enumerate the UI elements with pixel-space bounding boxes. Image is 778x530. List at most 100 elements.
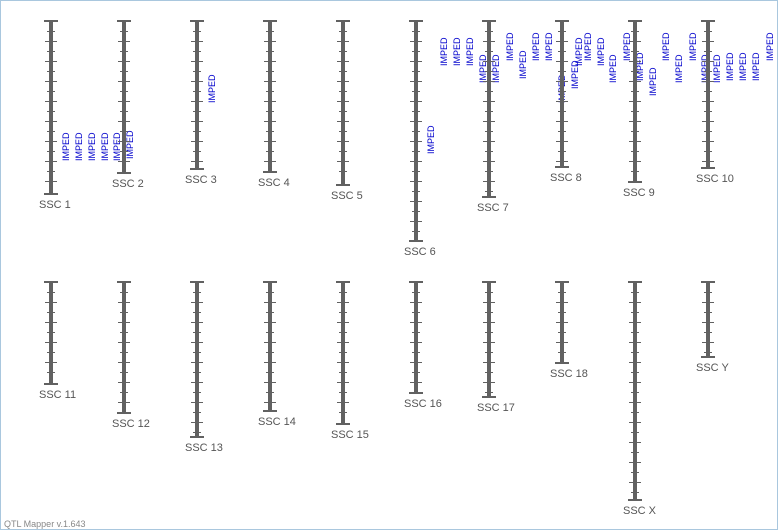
qtl-label[interactable]: IMPED (426, 125, 436, 154)
chromosome-ssc13[interactable]: SSC 13 (185, 281, 223, 454)
qtl-label[interactable]: IMPED (688, 32, 698, 61)
chromosome-ssc18[interactable]: SSC 18 (550, 281, 588, 380)
qtl-label[interactable]: IMPED (700, 54, 710, 83)
qtl-label[interactable]: IMPED (765, 32, 775, 61)
qtl-label[interactable]: IMPED (491, 54, 501, 83)
chromosome-ssc17[interactable]: SSC 17 (477, 281, 515, 414)
qtl-label[interactable]: IMPED (544, 32, 554, 61)
chromosome-bar[interactable] (487, 21, 491, 197)
chromosome-bar[interactable] (122, 21, 126, 173)
chromosome-name: SSC 3 (185, 174, 217, 186)
chromosome-top-cap (701, 20, 715, 22)
chromosome-top-cap (44, 281, 58, 283)
chromosome-bar[interactable] (706, 282, 710, 357)
chromosome-top-cap (336, 281, 350, 283)
chromosome-ssc10[interactable]: SSC 10IMPEDIMPEDIMPEDIMPEDIMPEDIMPEDIMPE… (696, 20, 777, 185)
qtl-label[interactable]: IMPED (100, 132, 110, 161)
chromosome-name: SSC 16 (404, 398, 442, 410)
chromosome-top-cap (628, 281, 642, 283)
chromosome-bottom-cap (701, 356, 715, 358)
chromosome-name: SSC 13 (185, 442, 223, 454)
chromosome-ssc11[interactable]: SSC 11 (39, 281, 76, 401)
chromosome-ssc2[interactable]: SSC 2 (112, 20, 144, 190)
chromosome-top-cap (117, 20, 131, 22)
qtl-label[interactable]: IMPED (648, 67, 658, 96)
chromosome-bar[interactable] (49, 21, 53, 194)
chromosome-bottom-cap (628, 499, 642, 501)
qtl-label[interactable]: IMPED (531, 32, 541, 61)
chromosome-bar[interactable] (268, 21, 272, 172)
qtl-label[interactable]: IMPED (61, 132, 71, 161)
qtl-label[interactable]: IMPED (622, 32, 632, 61)
chromosome-ssc16[interactable]: SSC 16 (404, 281, 442, 410)
chromosome-ssc5[interactable]: SSC 5 (331, 20, 363, 202)
chromosome-bar[interactable] (633, 282, 637, 500)
chromosome-name: SSC 7 (477, 202, 509, 214)
chromosome-bottom-cap (44, 383, 58, 385)
chromosome-top-cap (117, 281, 131, 283)
chromosome-bottom-cap (555, 362, 569, 364)
chromosome-name: SSC 15 (331, 429, 369, 441)
chromosome-bar[interactable] (560, 21, 564, 167)
chromosome-bottom-cap (482, 196, 496, 198)
qtl-label[interactable]: IMPED (712, 54, 722, 83)
chromosome-bar[interactable] (706, 21, 710, 168)
qtl-label[interactable]: IMPED (452, 37, 462, 66)
chromosome-name: SSC 4 (258, 177, 290, 189)
chromosome-ssc15[interactable]: SSC 15 (331, 281, 369, 441)
qtl-label[interactable]: IMPED (583, 32, 593, 61)
qtl-label[interactable]: IMPED (738, 52, 748, 81)
qtl-label[interactable]: IMPED (125, 130, 135, 159)
qtl-label[interactable]: IMPED (725, 52, 735, 81)
qtl-label[interactable]: IMPED (207, 74, 217, 103)
chromosome-name: SSC 14 (258, 416, 296, 428)
chromosome-bar[interactable] (414, 282, 418, 393)
qtl-label[interactable]: IMPED (608, 54, 618, 83)
chromosome-top-cap (555, 20, 569, 22)
qtl-label[interactable]: IMPED (751, 52, 761, 81)
chromosome-bar[interactable] (341, 21, 345, 185)
chromosome-name: SSC 5 (331, 190, 363, 202)
qtl-label[interactable]: IMPED (112, 132, 122, 161)
chromosome-bar[interactable] (122, 282, 126, 413)
chromosome-name: SSC 18 (550, 368, 588, 380)
chromosome-bottom-cap (263, 410, 277, 412)
chromosome-ssc4[interactable]: SSC 4 (258, 20, 290, 189)
qtl-label[interactable]: IMPED (574, 37, 584, 66)
chromosome-bar[interactable] (268, 282, 272, 411)
chromosome-bottom-cap (482, 396, 496, 398)
chromosome-sscy[interactable]: SSC Y (696, 281, 729, 374)
qtl-label[interactable]: IMPED (74, 132, 84, 161)
qtl-label[interactable]: IMPED (465, 37, 475, 66)
chromosome-top-cap (263, 20, 277, 22)
qtl-label[interactable]: IMPED (518, 50, 528, 79)
chromosome-sscx[interactable]: SSC X (623, 281, 657, 517)
qtl-label[interactable]: IMPED (635, 52, 645, 81)
qtl-label[interactable]: IMPED (661, 32, 671, 61)
chromosome-name: SSC 6 (404, 246, 436, 258)
chromosome-name: SSC 10 (696, 173, 734, 185)
chromosome-top-cap (409, 20, 423, 22)
chromosome-bar[interactable] (195, 282, 199, 437)
chromosome-bar[interactable] (487, 282, 491, 397)
chromosome-ssc14[interactable]: SSC 14 (258, 281, 296, 428)
qtl-label[interactable]: IMPED (674, 54, 684, 83)
chromosome-bottom-cap (701, 167, 715, 169)
chromosome-name: SSC 17 (477, 402, 515, 414)
qtl-label[interactable]: IMPED (505, 32, 515, 61)
chromosome-ssc12[interactable]: SSC 12 (112, 281, 150, 430)
qtl-label[interactable]: IMPED (439, 37, 449, 66)
chromosome-bar[interactable] (195, 21, 199, 169)
chromosome-ssc3[interactable]: SSC 3 IMPED (185, 20, 217, 186)
qtl-label[interactable]: IMPED (87, 132, 97, 161)
qtl-label[interactable]: IMPED (596, 37, 606, 66)
qtl-label[interactable]: IMPED (570, 60, 580, 89)
chromosome-bottom-cap (263, 171, 277, 173)
qtl-label[interactable]: IMPED (478, 54, 488, 83)
chromosome-bottom-cap (336, 423, 350, 425)
